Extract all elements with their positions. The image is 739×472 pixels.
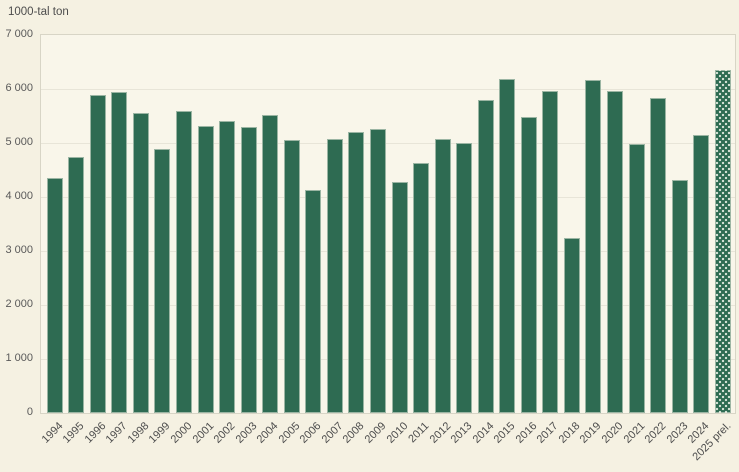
- bar-2016: [520, 117, 537, 413]
- plot-area: [40, 34, 736, 414]
- y-tick-label-5000: 5 000: [5, 136, 33, 148]
- x-tick-label-1999: 1999: [147, 420, 173, 446]
- gridline-4000: [41, 197, 735, 198]
- bar-2010: [391, 181, 408, 413]
- y-tick-label-6000: 6 000: [5, 82, 33, 94]
- bar-1996: [89, 94, 106, 413]
- x-tick-label-2023: 2023: [664, 420, 691, 446]
- gridline-3000: [41, 251, 735, 252]
- bar-2002: [219, 121, 236, 413]
- bar-2011: [413, 162, 430, 413]
- gridline-5000: [41, 143, 735, 144]
- x-tick-label-2004: 2004: [254, 420, 281, 446]
- x-tick-label-2021: 2021: [621, 420, 648, 446]
- bar-1997: [111, 92, 128, 413]
- x-tick-label-2012: 2012: [427, 420, 454, 446]
- y-tick-label-2000: 2 000: [5, 298, 33, 310]
- x-tick-label-2003: 2003: [233, 420, 260, 446]
- x-tick-label-2002: 2002: [211, 420, 238, 446]
- x-tick-label-2020: 2020: [599, 420, 626, 446]
- y-tick-label-7000: 7 000: [5, 28, 33, 40]
- bar-2013: [456, 143, 473, 413]
- bar-1995: [68, 157, 85, 413]
- bar-2014: [477, 100, 494, 413]
- gridline-2000: [41, 305, 735, 306]
- bar-2022: [650, 98, 667, 413]
- x-tick-label-2022: 2022: [642, 420, 669, 446]
- bar-2017: [542, 90, 559, 413]
- gridline-6000: [41, 89, 735, 90]
- bar-2005: [283, 140, 300, 413]
- x-tick-label-1997: 1997: [104, 420, 130, 446]
- x-tick-label-2008: 2008: [341, 420, 367, 446]
- y-tick-label-4000: 4 000: [5, 190, 33, 202]
- x-tick-label-2005: 2005: [276, 420, 303, 446]
- x-tick-label-1994: 1994: [39, 420, 66, 446]
- x-tick-label-2009: 2009: [362, 420, 389, 446]
- x-tick-label-2015: 2015: [491, 420, 518, 446]
- y-tick-label-0: 0: [26, 406, 33, 418]
- x-tick-label-2016: 2016: [513, 420, 540, 446]
- x-tick-label-1998: 1998: [125, 420, 152, 446]
- x-tick-label-2010: 2010: [384, 420, 410, 446]
- bar-2015: [499, 79, 516, 413]
- bar-1994: [46, 178, 63, 413]
- y-tick-label-1000: 1 000: [5, 352, 33, 364]
- bar-2023: [671, 180, 688, 413]
- y-tick-label-3000: 3 000: [5, 244, 33, 256]
- bar-2007: [326, 138, 343, 413]
- x-tick-label-2014: 2014: [470, 420, 497, 446]
- bar-2019: [585, 80, 602, 413]
- x-tick-label-2019: 2019: [578, 420, 604, 446]
- x-tick-label-1995: 1995: [60, 420, 87, 446]
- bar-2001: [197, 125, 214, 413]
- bar-2018: [563, 237, 580, 413]
- bar-2020: [607, 91, 623, 413]
- bar-2004: [262, 115, 279, 413]
- bar-2008: [348, 132, 365, 413]
- x-tick-label-2006: 2006: [297, 420, 324, 446]
- gridline-1000: [41, 359, 735, 360]
- bar-2021: [628, 144, 645, 413]
- x-tick-label-2011: 2011: [406, 420, 432, 446]
- bar-2025-prel: [714, 70, 731, 413]
- x-tick-label-1996: 1996: [82, 420, 109, 446]
- x-tick-label-2018: 2018: [556, 420, 583, 446]
- x-tick-label-2007: 2007: [319, 420, 346, 446]
- x-tick-label-2000: 2000: [168, 420, 195, 446]
- x-tick-label-2013: 2013: [448, 420, 475, 446]
- x-tick-label-2001: 2001: [190, 420, 217, 446]
- bar-2012: [434, 139, 451, 413]
- x-tick-label-2017: 2017: [535, 420, 561, 446]
- bar-1998: [132, 113, 149, 413]
- bar-2000: [176, 110, 192, 413]
- bar-2003: [240, 127, 257, 413]
- bar-2006: [305, 190, 322, 413]
- bar-2009: [369, 129, 386, 413]
- bar-2024: [693, 135, 710, 413]
- y-axis-title: 1000-tal ton: [8, 6, 69, 18]
- bar-1999: [154, 148, 171, 413]
